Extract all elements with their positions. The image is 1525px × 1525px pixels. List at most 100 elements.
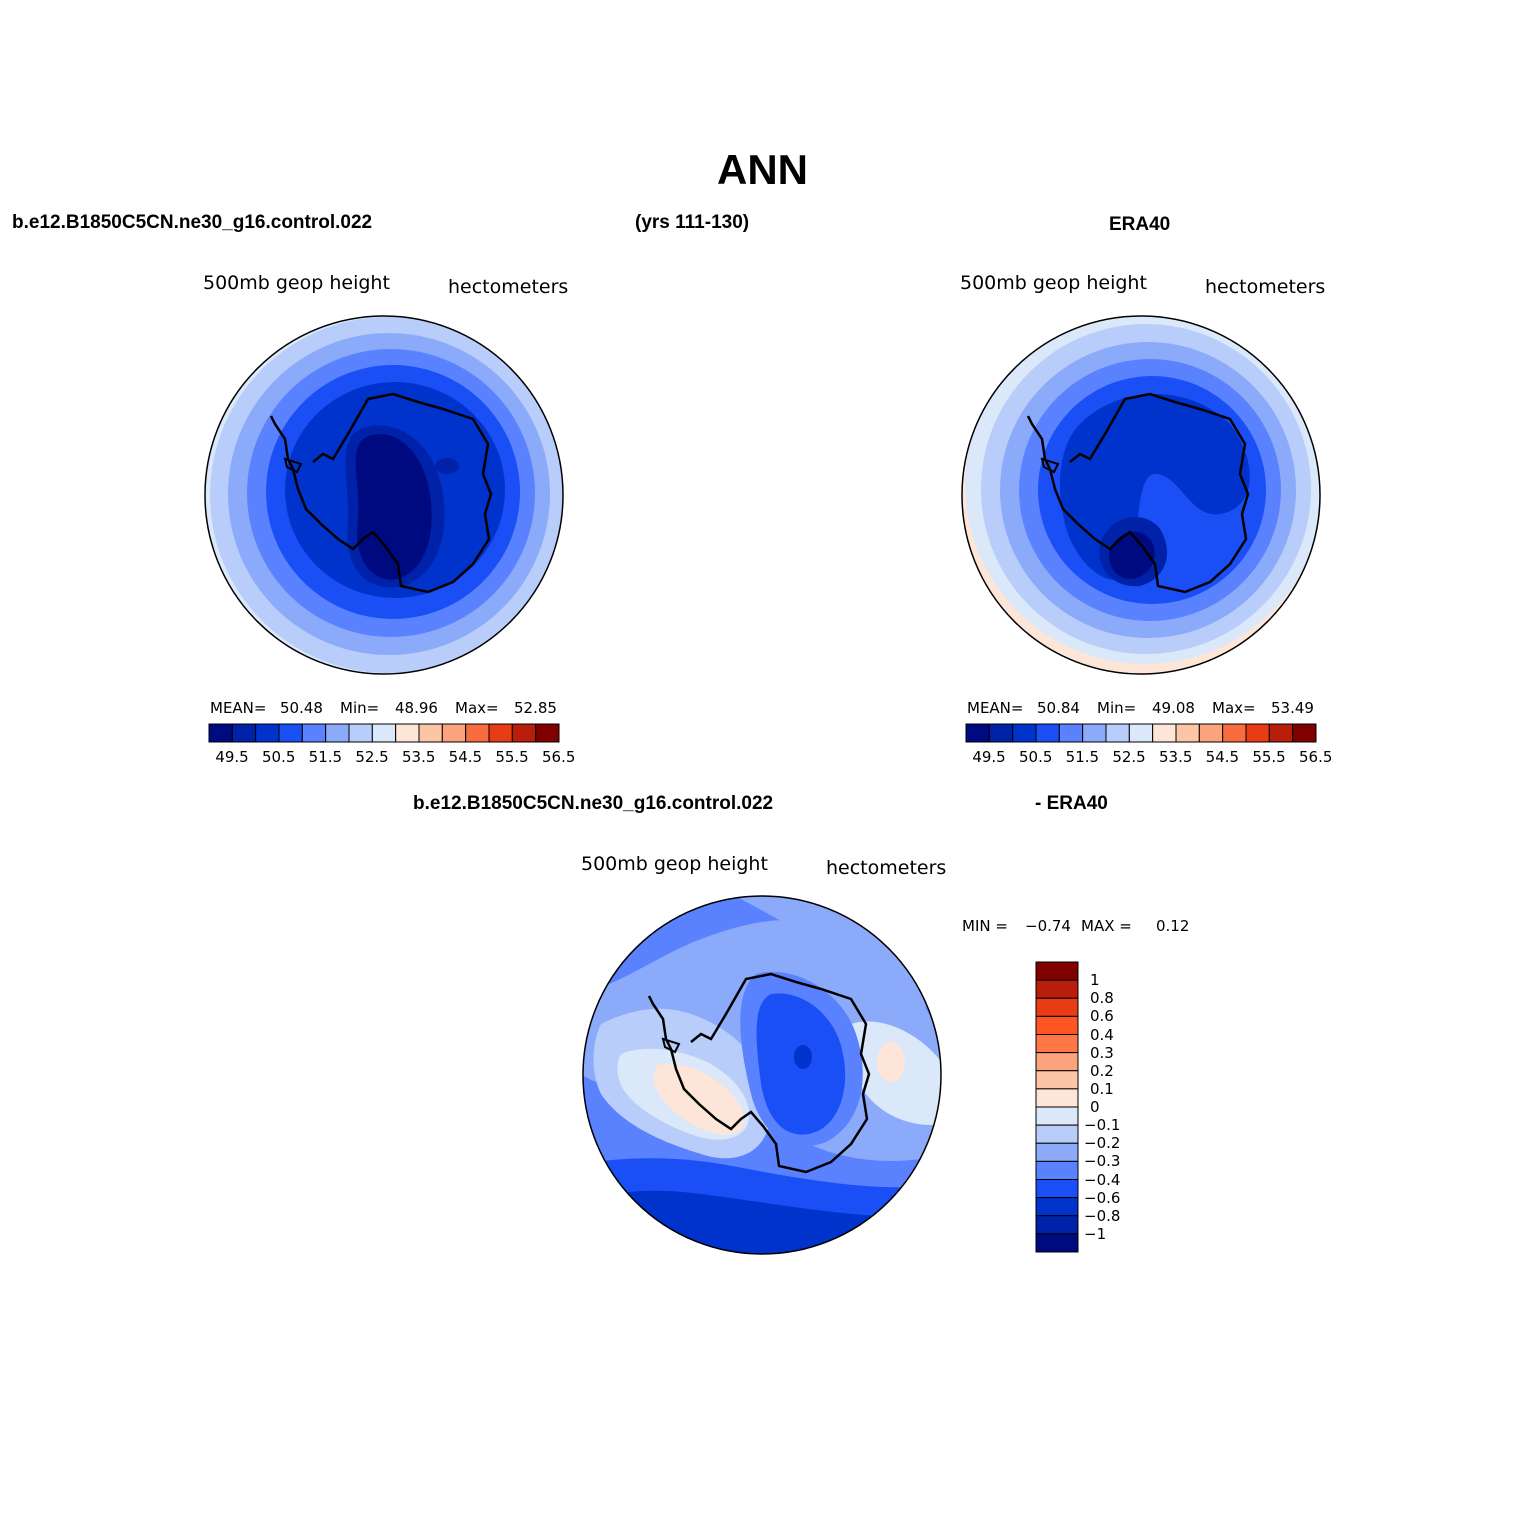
colorbar-swatch: [1175, 723, 1200, 743]
diff-colorbar-swatch: [1035, 1034, 1079, 1054]
diff-colorbar-swatch: [1035, 1070, 1079, 1090]
colorbar-tick-label: 55.5: [495, 748, 529, 766]
panel1-max: 52.85: [514, 699, 557, 717]
colorbar-swatch: [371, 723, 397, 743]
colorbar-swatch: [395, 723, 420, 743]
colorbar-swatch: [535, 723, 560, 743]
panel1-mean-label: MEAN=: [210, 699, 267, 717]
obs-name: ERA40: [1109, 214, 1171, 235]
difference-map: [582, 895, 942, 1255]
diff-colorbar-swatch: [1035, 1179, 1079, 1199]
diff-colorbar-tick-label: −0.6: [1084, 1188, 1121, 1207]
model-colorbar: [208, 723, 560, 743]
colorbar-tick-label: 56.5: [1299, 748, 1333, 766]
diff-colorbar-tick-label: 1: [1090, 971, 1100, 990]
colorbar-swatch: [988, 723, 1014, 743]
colorbar-swatch: [488, 723, 513, 743]
diff-colorbar-swatch: [1035, 1142, 1079, 1162]
colorbar-swatch: [965, 723, 990, 743]
colorbar-tick-label: 54.5: [1205, 748, 1240, 766]
antarctica-coastline-2: [1026, 392, 1250, 594]
diff-colorbar-tick-label: −0.1: [1084, 1116, 1121, 1135]
colorbar-tick-label: 51.5: [308, 748, 343, 766]
case-name: b.e12.B1850C5CN.ne30_g16.control.022: [12, 212, 373, 233]
colorbar-swatch: [301, 723, 327, 743]
diff-colorbar-swatch: [1035, 1160, 1079, 1180]
colorbar-swatch: [208, 723, 233, 743]
colorbar-tick-label: 49.5: [972, 748, 1006, 766]
colorbar-tick-label: 53.5: [1159, 748, 1193, 766]
colorbar-tick-label: 53.5: [402, 748, 436, 766]
diff-colorbar-tick-label: 0.4: [1090, 1025, 1114, 1044]
diff-variable: 500mb geop height: [581, 853, 768, 875]
colorbar-swatch: [325, 723, 350, 743]
colorbar-swatch: [1152, 723, 1177, 743]
diff-colorbar-tick-label: 0: [1090, 1098, 1100, 1116]
panel1-min-label: Min=: [340, 699, 380, 717]
colorbar-swatch: [511, 723, 537, 743]
antarctica-coastline-3: [647, 972, 871, 1174]
colorbar-swatch: [1292, 723, 1317, 743]
diff-min: −0.74: [1025, 917, 1071, 935]
panel1-variable: 500mb geop height: [203, 272, 390, 294]
diff-max: 0.12: [1156, 917, 1190, 935]
panel2-min: 49.08: [1152, 699, 1195, 717]
panel2-mean: 50.84: [1037, 699, 1080, 717]
diff-colorbar-swatch: [1035, 1106, 1079, 1126]
diff-colorbar-swatch: [1035, 1197, 1079, 1217]
diff-colorbar-tick-label: −0.8: [1084, 1206, 1121, 1225]
diff-max-label: MAX =: [1081, 917, 1132, 935]
colorbar-swatch: [1035, 723, 1060, 743]
diff-colorbar-swatch: [1035, 1233, 1079, 1253]
diff-case-name: b.e12.B1850C5CN.ne30_g16.control.022: [413, 793, 774, 814]
difference-colorbar: [1035, 961, 1079, 1253]
diff-colorbar-tick-label: −0.2: [1084, 1134, 1121, 1153]
colorbar-swatch: [348, 723, 373, 743]
diff-colorbar-tick-label: 0.6: [1090, 1007, 1114, 1026]
colorbar-swatch: [231, 723, 257, 743]
colorbar-tick-label: 49.5: [215, 748, 249, 766]
diff-colorbar-tick-label: −0.4: [1084, 1170, 1121, 1189]
diff-units: hectometers: [826, 857, 947, 879]
colorbar-swatch: [1105, 723, 1130, 743]
colorbar-tick-label: 50.5: [262, 748, 296, 766]
colorbar-swatch: [1012, 723, 1037, 743]
diff-colorbar-swatch: [1035, 1052, 1079, 1072]
colorbar-swatch: [1198, 723, 1224, 743]
obs-colorbar: [965, 723, 1317, 743]
panel2-units: hectometers: [1205, 276, 1326, 298]
colorbar-tick-label: 51.5: [1065, 748, 1100, 766]
figure-title: ANN: [717, 146, 808, 193]
panel1-max-label: Max=: [455, 699, 499, 717]
panel2-max: 53.49: [1271, 699, 1314, 717]
panel2-max-label: Max=: [1212, 699, 1256, 717]
diff-colorbar-tick-label: 0.8: [1090, 989, 1114, 1008]
colorbar-tick-label: 54.5: [448, 748, 483, 766]
colorbar-tick-label: 56.5: [542, 748, 576, 766]
diff-colorbar-swatch: [1035, 997, 1079, 1017]
diff-colorbar-tick-label: −1: [1084, 1224, 1107, 1243]
panel1-mean: 50.48: [280, 699, 323, 717]
colorbar-swatch: [1058, 723, 1084, 743]
colorbar-tick-label: 52.5: [355, 748, 389, 766]
years-label: (yrs 111-130): [635, 212, 750, 233]
colorbar-swatch: [441, 723, 467, 743]
diff-obs-name: - ERA40: [1035, 793, 1108, 814]
diff-colorbar-swatch: [1035, 1015, 1079, 1035]
colorbar-tick-label: 52.5: [1112, 748, 1146, 766]
colorbar-tick-label: 50.5: [1019, 748, 1053, 766]
colorbar-swatch: [1082, 723, 1107, 743]
colorbar-swatch: [418, 723, 443, 743]
colorbar-swatch: [465, 723, 490, 743]
diff-colorbar-swatch: [1035, 1088, 1079, 1108]
colorbar-swatch: [278, 723, 303, 743]
colorbar-swatch: [255, 723, 280, 743]
diff-colorbar-swatch: [1035, 979, 1079, 999]
diff-colorbar-tick-label: 0.1: [1090, 1079, 1114, 1098]
panel2-mean-label: MEAN=: [967, 699, 1024, 717]
panel2-min-label: Min=: [1097, 699, 1137, 717]
diff-colorbar-swatch: [1035, 1215, 1079, 1235]
model-map: [204, 315, 564, 675]
antarctica-coastline: [269, 392, 493, 594]
colorbar-swatch: [1222, 723, 1247, 743]
